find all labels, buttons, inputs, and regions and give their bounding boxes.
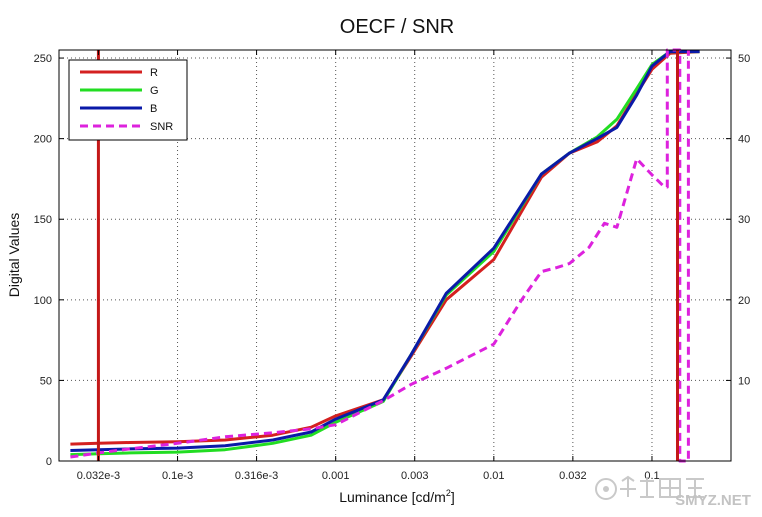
chart-title: OECF / SNR [340, 16, 454, 38]
y-axis-title: Digital Values [6, 213, 22, 298]
y-tick-label: 50 [40, 375, 52, 387]
legend-label-r: R [150, 67, 158, 79]
x-tick-label: 0.032 [559, 470, 587, 482]
legend-label-b: B [150, 103, 157, 115]
series-line-b [70, 50, 700, 452]
y2-tick-label: 10 [738, 375, 750, 387]
y2-tick-label: 50 [738, 53, 750, 65]
watermark-logo-icon [595, 475, 704, 500]
y-tick-label: 250 [34, 53, 52, 65]
y-axis-right: 10 20 30 40 50 [726, 53, 750, 387]
x-tick-label: 0.1 [644, 470, 659, 482]
x-tick-label: 0.003 [401, 470, 429, 482]
y2-tick-label: 30 [738, 214, 750, 226]
y-tick-label: 150 [34, 214, 52, 226]
legend: RGB SNR [68, 59, 188, 141]
y-axis-left: 0 50 100 150 200 250 [34, 53, 64, 468]
y-tick-label: 100 [34, 295, 52, 307]
watermark: SMYZ.NET [595, 475, 751, 509]
x-tick-label: 0.01 [483, 470, 504, 482]
x-axis-title: Luminance [cd/m2] [339, 488, 455, 505]
x-axis-title-main: Luminance [cd/m [339, 489, 446, 505]
y2-tick-label: 20 [738, 295, 750, 307]
x-tick-label: 0.316e-3 [235, 470, 278, 482]
x-tick-label: 0.001 [322, 470, 350, 482]
y2-tick-label: 40 [738, 134, 750, 146]
x-tick-label: 0.1e-3 [162, 470, 193, 482]
watermark-text: SMYZ.NET [675, 492, 751, 509]
x-axis: 0.032e-3 0.1e-3 0.316e-3 0.001 0.003 0.01 0.03… [77, 50, 660, 482]
plot-frame [58, 49, 732, 462]
y-tick-label: 0 [46, 456, 52, 468]
legend-label-snr: SNR [150, 121, 173, 133]
x-axis-title-sup: 2 [446, 488, 451, 498]
x-tick-label: 0.032e-3 [77, 470, 120, 482]
y-tick-label: 200 [34, 134, 52, 146]
x-axis-title-end: ] [451, 489, 455, 505]
legend-label-g: G [150, 85, 159, 97]
